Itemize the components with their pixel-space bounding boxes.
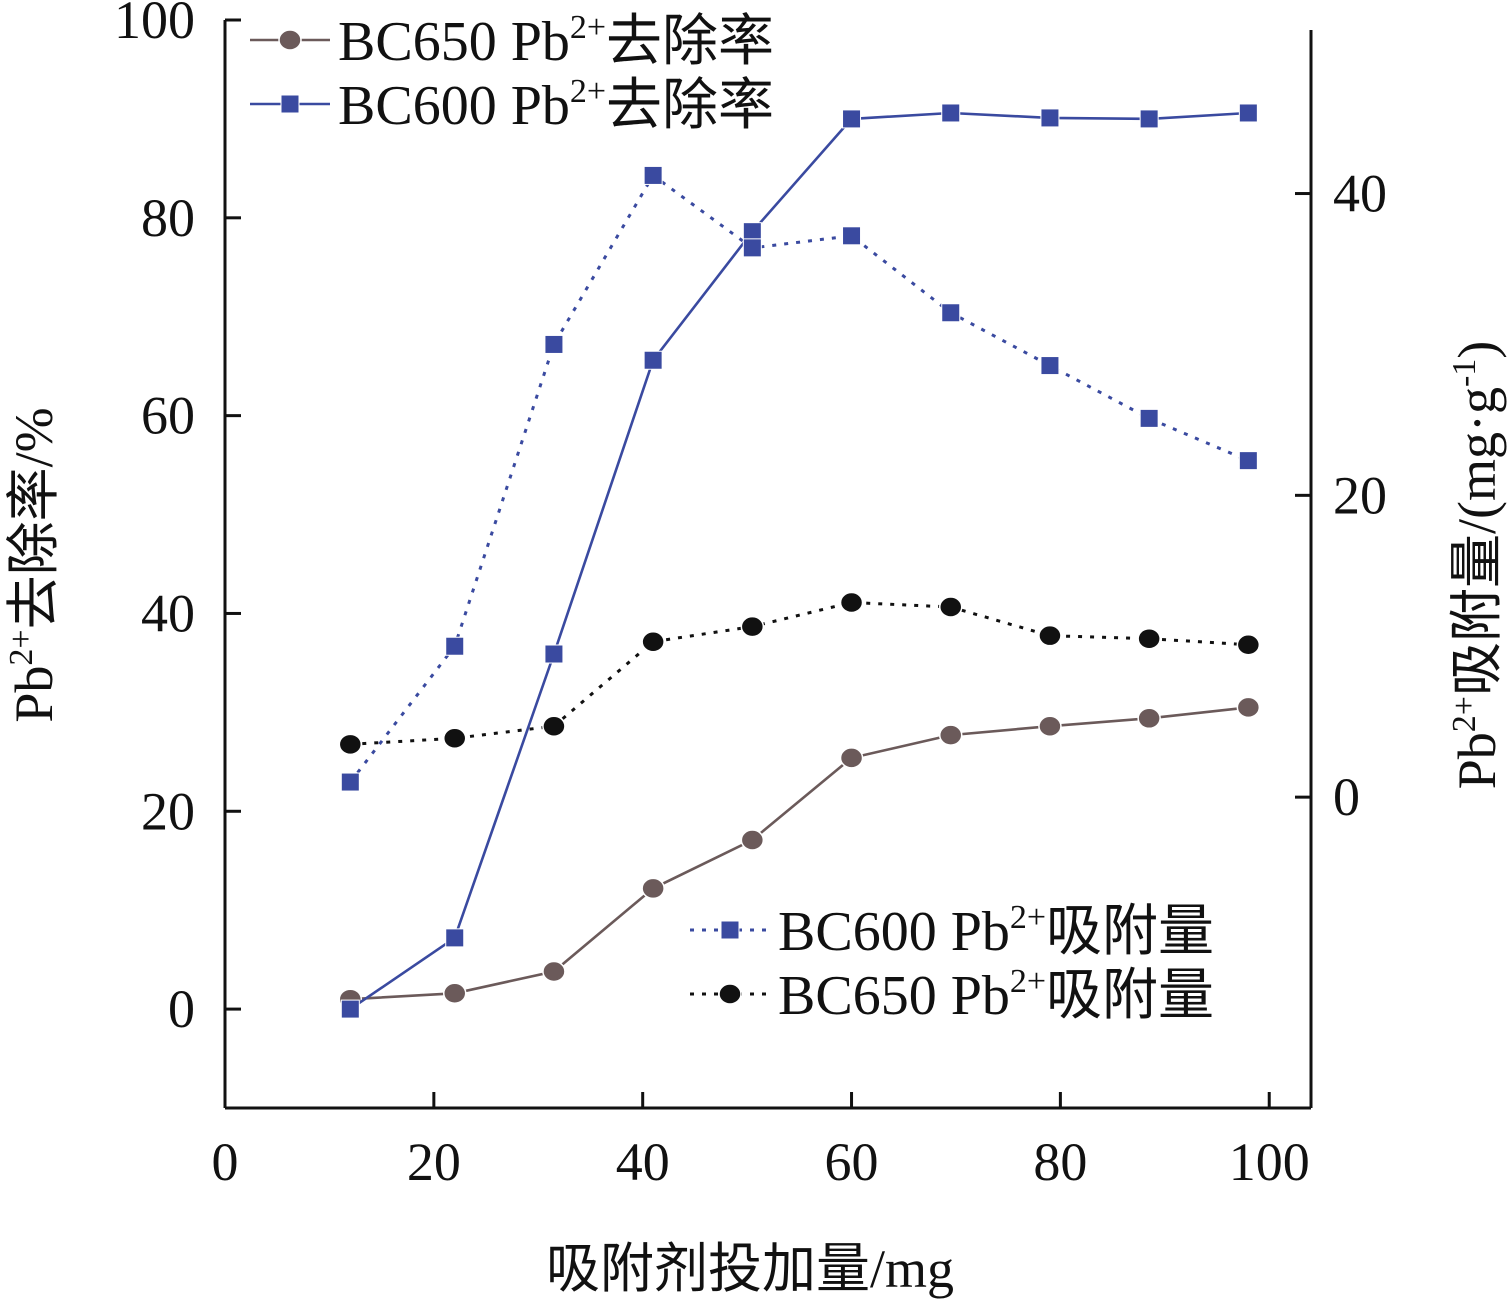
series-line [349, 173, 1249, 784]
legend-item: BC600 Pb2+吸附量 [690, 899, 1214, 963]
legend-label: BC650 Pb2+吸附量 [778, 963, 1214, 1027]
tick-labels: 0 20 40 60 80 100 0 20 40 60 80 100 0 20 40 [114, 0, 1387, 1192]
right-y-axis-title: Pb2+吸附量/(mg·g-1) [1446, 341, 1507, 790]
data-point [338, 733, 363, 756]
data-point [542, 960, 566, 983]
x-axis-title: 吸附剂投加量/mg [546, 1239, 954, 1299]
data-point [742, 222, 762, 242]
legend-item: BC650 Pb2+吸附量 [690, 963, 1214, 1027]
data-point [643, 350, 663, 370]
right-y-tick-label: 0 [1333, 767, 1360, 827]
data-point [1139, 109, 1159, 129]
data-point [938, 724, 963, 746]
series-bc650-pb-adsorption [338, 591, 1261, 756]
right-y-tick-label: 40 [1333, 164, 1387, 224]
data-point [1236, 633, 1261, 656]
x-tick-label: 0 [212, 1132, 239, 1192]
data-point [839, 591, 864, 614]
axes [223, 20, 1313, 1110]
data-point [641, 877, 665, 900]
legend-item: BC650 Pb2+去除率 [250, 9, 774, 73]
data-point [544, 644, 564, 664]
left-y-tick-label: 100 [114, 0, 195, 50]
legend-label: BC600 Pb2+吸附量 [778, 899, 1214, 963]
data-point [1236, 696, 1261, 719]
left-y-tick-label: 80 [141, 188, 195, 248]
series-bc600-pb-adsorption [340, 165, 1258, 792]
right-y-title-superscript-2: -1 [1446, 359, 1483, 387]
right-y-title-superscript: 2+ [1446, 696, 1483, 732]
left-y-tick-label: 40 [141, 583, 195, 643]
left-y-tick-label: 0 [168, 979, 195, 1039]
tick-marks [225, 18, 1311, 1108]
legend-swatch-marker [280, 94, 300, 114]
right-y-title-base: Pb [1447, 732, 1507, 789]
data-point [643, 165, 663, 185]
data-point [445, 636, 465, 656]
legend-item: BC600 Pb2+去除率 [250, 73, 774, 137]
right-y-title-end: ) [1447, 341, 1507, 359]
data-point [842, 226, 862, 246]
data-point [1137, 627, 1161, 650]
left-y-axis-title: Pb2+去除率/% [3, 407, 64, 722]
x-tick-label: 40 [616, 1132, 670, 1192]
series-line [350, 600, 1249, 746]
legend-swatch-marker [720, 920, 740, 940]
legend-swatch-marker [718, 983, 742, 1005]
data-point [442, 727, 467, 750]
data-point [839, 747, 864, 769]
left-y-tick-label: 60 [141, 386, 195, 446]
x-tick-label: 100 [1229, 1132, 1310, 1192]
x-tick-label: 20 [407, 1132, 461, 1192]
data-point [1238, 103, 1258, 123]
data-point [445, 928, 465, 948]
series-line [349, 111, 1249, 1011]
left-y-title-base: Pb [4, 666, 64, 723]
x-tick-label: 80 [1033, 1132, 1087, 1192]
legend-swatch-marker [278, 29, 302, 51]
data-point [544, 334, 564, 354]
data-point [1038, 715, 1062, 737]
right-y-tick-label: 20 [1333, 465, 1387, 525]
left-y-title-rest: 去除率/% [4, 407, 64, 629]
data-point [340, 772, 360, 792]
data-point [742, 238, 762, 258]
data-point [941, 103, 961, 123]
legend-label: BC650 Pb2+去除率 [338, 9, 774, 73]
data-point [1040, 108, 1060, 128]
x-tick-label: 60 [825, 1132, 879, 1192]
data-point [542, 715, 566, 737]
series-bc600-pb-removal [340, 103, 1258, 1019]
data-point [842, 109, 862, 129]
right-y-title-rest: 吸附量/(mg·g [1447, 387, 1507, 696]
data-point [1238, 451, 1258, 471]
data-point [1137, 707, 1161, 730]
data-point [1139, 408, 1159, 428]
legend-label: BC600 Pb2+去除率 [338, 73, 774, 137]
data-point [340, 999, 360, 1019]
data-point [938, 596, 963, 618]
data-point [941, 303, 961, 323]
left-y-title-superscript: 2+ [3, 629, 40, 665]
left-y-tick-label: 20 [141, 781, 195, 841]
data-point [740, 829, 765, 851]
data-point [740, 615, 765, 638]
data-point [641, 630, 665, 653]
data-point [1040, 356, 1060, 376]
series-layer [338, 103, 1261, 1019]
data-point [442, 982, 467, 1005]
series-line [350, 706, 1249, 1001]
data-point [1038, 624, 1062, 647]
